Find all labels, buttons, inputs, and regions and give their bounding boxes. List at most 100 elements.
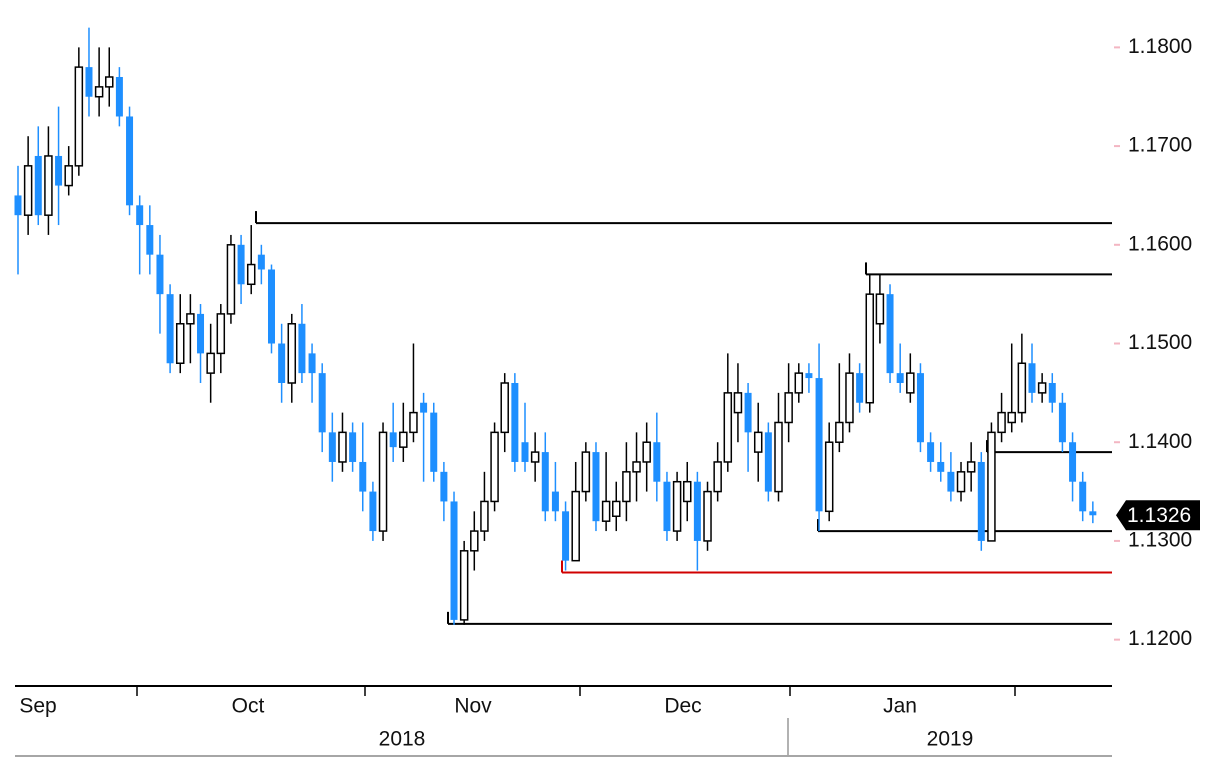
candle-body [1037,382,1047,394]
candle-body [166,294,174,364]
candle-body [937,461,945,472]
candle-body [764,432,772,492]
candle-body [197,313,205,354]
candle-body [1017,362,1027,414]
candle-body [896,373,904,383]
candle-body [947,471,955,492]
x-year-label: 2019 [927,728,974,751]
candle-body [115,76,123,117]
candle-body [308,353,316,374]
candle-body [551,491,559,512]
candle-body [571,490,580,562]
last-price-box [1116,500,1200,531]
x-tick-label: Dec [664,695,701,718]
candle-body [682,480,692,503]
candle-body [136,205,144,226]
candle-body [592,452,600,522]
candle-body [440,471,448,502]
y-tick-label: 1.1400 [1128,430,1192,453]
candle-body [44,155,53,216]
candle-body [216,313,226,355]
candle-body [744,392,752,433]
candle-body [186,313,195,325]
candle-body [693,481,701,541]
candle-body [956,471,966,493]
candle-body [1089,511,1097,516]
candle-body [1069,442,1077,482]
y-tick-label: 1.1500 [1128,331,1192,354]
candle-body [1058,402,1066,443]
candle-body [622,471,631,503]
candle-body [34,155,42,216]
candle-body [287,323,297,384]
candle-body [298,323,306,374]
candle-body [146,225,154,255]
candle-body [906,372,915,394]
candle-body [490,431,499,503]
candle-body [1048,382,1056,403]
candle-body [977,461,985,541]
last-price-label: 1.1326 [1127,504,1191,527]
candle-body [14,195,22,216]
candle-body [663,481,671,532]
candle-body [126,116,134,206]
candle-body [824,441,834,513]
candle-body [784,392,793,424]
candle-body [430,412,438,472]
candle-body [480,500,489,532]
candle-body [612,500,621,518]
y-tick-label: 1.1800 [1128,35,1192,58]
candle-body [997,411,1006,434]
candle-body [278,343,286,383]
candle-body [257,254,265,270]
candle-body [328,432,336,462]
candle-body [530,451,540,463]
candle-body [927,442,935,462]
candle-body [723,392,733,463]
x-tick-label: Oct [232,695,265,718]
candle-body [774,421,783,493]
candle-body [856,373,864,403]
candle-body [338,431,347,463]
candle-body [399,431,408,448]
candle-body [703,490,712,542]
x-tick-label: Nov [454,695,492,718]
candle-body [1028,363,1036,393]
candle-body [420,402,428,413]
candle-body [966,461,976,473]
candle-body [64,165,73,187]
candle-body [733,392,743,414]
candle-body [805,373,813,379]
candle-body [409,411,418,434]
candle-body [459,550,469,621]
candle-body [713,461,722,493]
candle-body [349,432,357,462]
candle-body [500,382,509,434]
x-tick-label: Jan [883,695,917,718]
candle-body [226,244,236,315]
candle-body [359,461,367,492]
candle-body [835,421,844,443]
candle-body [470,530,479,552]
candle-body [369,491,377,532]
candle-body [601,500,611,522]
candle-body [94,86,104,98]
candle-body [450,501,458,620]
candle-body [105,76,114,88]
candle-body [74,66,84,167]
y-tick-label: 1.1300 [1128,528,1192,551]
candle-body [268,269,275,344]
x-tick-label: Sep [19,695,56,718]
candle-body [815,378,823,512]
candle-body [85,67,93,97]
candle-body [865,293,875,404]
candle-body [246,263,256,286]
y-tick-label: 1.1700 [1128,134,1192,157]
candle-body [886,294,894,374]
candle-body [541,452,549,512]
candle-body [653,442,661,482]
candle-body [206,352,215,374]
candle-body [55,155,63,186]
candle-body [511,382,519,462]
